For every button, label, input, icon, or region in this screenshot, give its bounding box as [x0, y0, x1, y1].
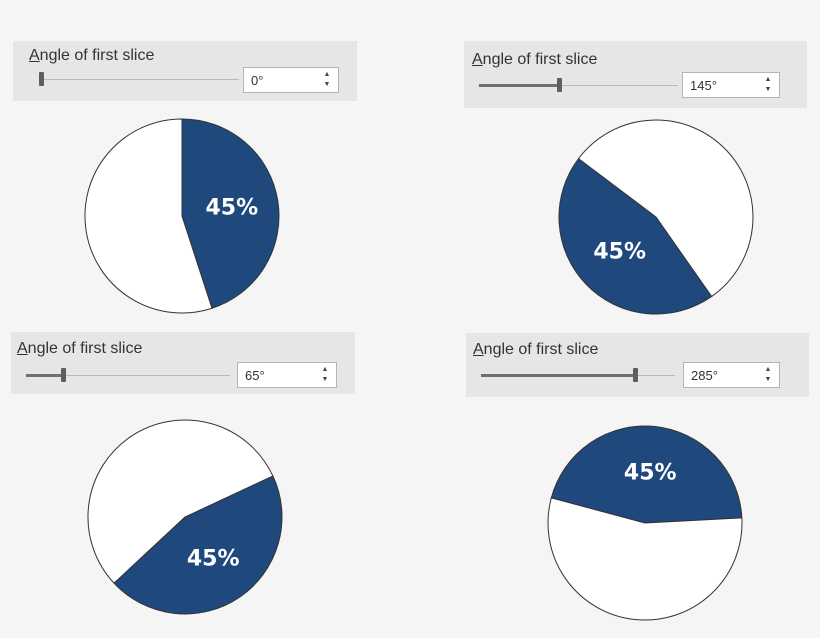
angle-slider-track[interactable] — [26, 368, 230, 382]
angle-slider-fill — [26, 374, 63, 377]
pie-chart-1: 45% — [558, 119, 754, 315]
angle-label-mnemonic: A — [473, 341, 484, 358]
angle-slider-thumb[interactable] — [557, 78, 563, 92]
angle-label-mnemonic: A — [17, 340, 28, 357]
spin-up-icon[interactable]: ▲ — [323, 71, 331, 78]
pie-chart-0: 45% — [84, 118, 280, 314]
spin-arrows: ▲ ▼ — [763, 366, 773, 384]
angle-label: Angle of first slice — [29, 47, 154, 65]
spin-up-icon[interactable]: ▲ — [321, 366, 329, 373]
spin-arrows: ▲ ▼ — [322, 71, 332, 89]
angle-label-text: ngle of first slice — [483, 341, 599, 358]
angle-spin-box[interactable]: 0° ▲ ▼ — [243, 67, 339, 93]
spin-arrows: ▲ ▼ — [763, 76, 773, 94]
angle-value[interactable]: 145° — [690, 78, 717, 93]
angle-label-mnemonic: A — [472, 51, 483, 68]
spin-down-icon[interactable]: ▼ — [764, 376, 772, 383]
angle-label-text: ngle of first slice — [27, 340, 143, 357]
angle-label-mnemonic: A — [29, 47, 40, 64]
angle-value[interactable]: 285° — [691, 368, 718, 383]
angle-label: Angle of first slice — [472, 51, 597, 69]
pie-data-label: 45% — [624, 460, 677, 485]
pie-slice-highlighted — [550, 425, 743, 524]
angle-spin-box[interactable]: 145° ▲ ▼ — [682, 72, 780, 98]
angle-slider-thumb[interactable] — [632, 368, 638, 382]
pie-chart-2: 45% — [87, 419, 283, 615]
angle-slider-fill — [479, 84, 560, 87]
angle-label-text: ngle of first slice — [482, 51, 598, 68]
angle-label-text: ngle of first slice — [39, 47, 155, 64]
angle-slider-thumb[interactable] — [39, 72, 44, 86]
spin-down-icon[interactable]: ▼ — [764, 86, 772, 93]
angle-panel-0: Angle of first slice 0° ▲ ▼ — [13, 41, 357, 101]
pie-slice-highlighted — [113, 475, 283, 615]
pie-data-label: 45% — [205, 196, 258, 221]
pie-slice-highlighted — [181, 118, 280, 309]
angle-panel-2: Angle of first slice 65° ▲ ▼ — [11, 332, 355, 394]
angle-label: Angle of first slice — [473, 341, 598, 359]
pie-slice-highlighted — [558, 157, 713, 315]
pie-slice-remainder — [577, 119, 754, 298]
pie-slice-remainder — [84, 118, 213, 314]
spin-up-icon[interactable]: ▲ — [764, 76, 772, 83]
angle-slider-thumb[interactable] — [60, 368, 66, 382]
angle-panel-3: Angle of first slice 285° ▲ ▼ — [466, 333, 809, 397]
pie-slice-remainder — [87, 419, 274, 584]
pie-data-label: 45% — [187, 546, 240, 571]
angle-spin-box[interactable]: 285° ▲ ▼ — [683, 362, 780, 388]
angle-value[interactable]: 65° — [245, 368, 265, 383]
spin-down-icon[interactable]: ▼ — [321, 376, 329, 383]
angle-slider-track[interactable] — [481, 368, 675, 382]
pie-data-label: 45% — [593, 240, 646, 265]
angle-spin-box[interactable]: 65° ▲ ▼ — [237, 362, 337, 388]
angle-slider-fill — [481, 374, 635, 377]
spin-up-icon[interactable]: ▲ — [764, 366, 772, 373]
angle-slider-track[interactable] — [479, 78, 678, 92]
angle-panel-1: Angle of first slice 145° ▲ ▼ — [464, 41, 807, 108]
pie-chart-3: 45% — [547, 425, 743, 621]
angle-slider-track[interactable] — [39, 72, 239, 86]
pie-slice-remainder — [547, 497, 743, 621]
angle-label: Angle of first slice — [17, 340, 142, 358]
angle-value[interactable]: 0° — [251, 73, 264, 88]
spin-arrows: ▲ ▼ — [320, 366, 330, 384]
spin-down-icon[interactable]: ▼ — [323, 81, 331, 88]
